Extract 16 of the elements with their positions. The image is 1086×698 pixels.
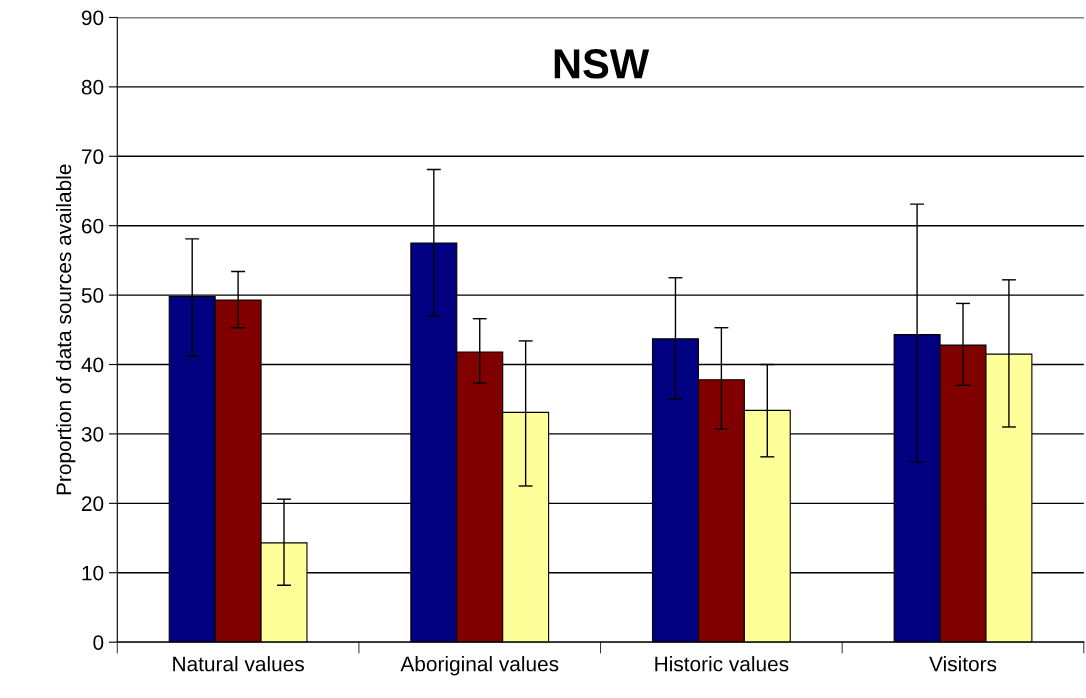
y-tick-label: 30 bbox=[81, 426, 104, 442]
x-tick-label: Historic values bbox=[655, 656, 789, 672]
y-tick-label: 0 bbox=[93, 635, 104, 650]
y-tick-label: 10 bbox=[82, 565, 104, 581]
y-tick-label: 60 bbox=[81, 218, 104, 234]
x-tick-label: Aboriginal values bbox=[400, 656, 559, 676]
y-tick-label: 40 bbox=[81, 357, 104, 373]
text: NSW bbox=[554, 49, 650, 79]
y-tick-label: 80 bbox=[81, 79, 104, 95]
y-tick-label: 70 bbox=[81, 149, 104, 165]
y-tick-label: 20 bbox=[81, 496, 104, 512]
y-tick-label: 50 bbox=[81, 288, 104, 303]
x-tick-label: Natural values bbox=[173, 656, 304, 672]
y-axis-title: Proportion of data sources available bbox=[55, 164, 76, 495]
x-tick-label: Visitors bbox=[929, 656, 997, 672]
y-tick-label: 90 bbox=[81, 10, 104, 26]
